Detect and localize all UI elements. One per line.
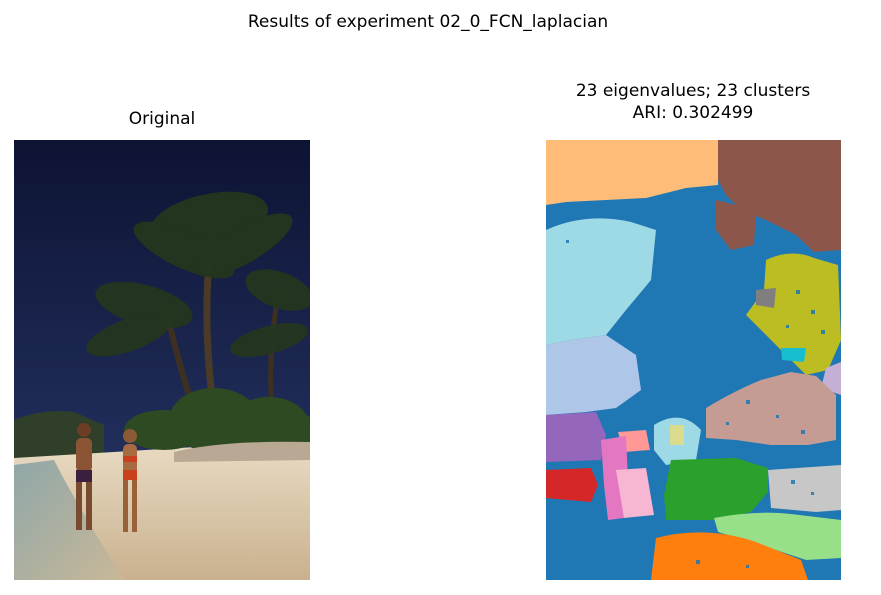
segment-light-orange (546, 140, 718, 205)
person-woman (123, 429, 137, 532)
segment-orange (651, 532, 808, 580)
rocks (174, 441, 310, 462)
segment-brown-patch (716, 200, 756, 250)
person-man (76, 423, 92, 530)
original-panel-title: Original (128, 109, 196, 129)
segmentation-image (546, 140, 841, 580)
beach-bushes (124, 388, 310, 453)
palm-fronds (86, 191, 310, 358)
segment-light-olive (670, 425, 684, 445)
segment-red (546, 468, 598, 502)
segment-olive (746, 253, 841, 375)
segment-light-blue (546, 335, 641, 415)
segmentation-title-line-2: ARI: 0.302499 (632, 103, 754, 123)
shallow-water (14, 460, 124, 580)
segment-light-pink (616, 468, 654, 518)
figure-suptitle: Results of experiment 02_0_FCN_laplacian (247, 12, 609, 32)
segment-light-brown (706, 372, 836, 445)
segment-speckle-noise (551, 210, 825, 568)
segment-light-green (714, 512, 841, 560)
segment-light-cyan (546, 218, 656, 345)
segmentation-title-line-1: 23 eigenvalues; 23 clusters (575, 81, 811, 101)
segment-brown (718, 140, 841, 252)
segment-gray (756, 288, 776, 308)
segment-green (664, 458, 768, 520)
segment-purple (546, 412, 606, 462)
segmentation-panel-title: 23 eigenvalues; 23 clusters ARI: 0.30249… (480, 80, 881, 124)
original-image (14, 140, 310, 580)
segment-cyan (781, 348, 806, 362)
segment-light-gray (768, 465, 841, 512)
